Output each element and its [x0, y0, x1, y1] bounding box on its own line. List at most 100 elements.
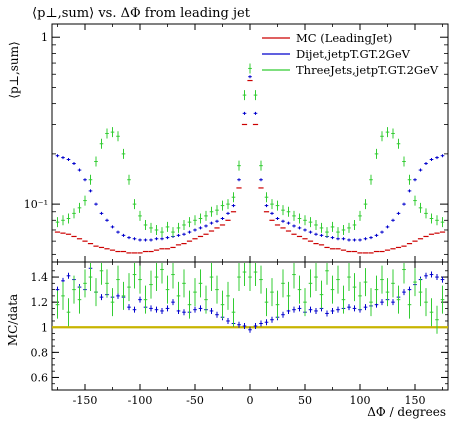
data-point — [374, 233, 379, 237]
ratio-point — [237, 263, 241, 292]
data-point — [66, 158, 71, 162]
data-point — [149, 222, 153, 233]
data-point — [138, 238, 142, 242]
data-point — [407, 174, 412, 185]
ratio-point — [193, 306, 197, 313]
ratio-point — [391, 299, 395, 306]
ratio-point — [116, 292, 120, 299]
ratio-point — [66, 272, 71, 279]
ratio-point — [149, 270, 153, 299]
data-point — [176, 222, 181, 233]
data-point — [121, 148, 126, 159]
ratio-point — [352, 273, 357, 302]
data-point — [77, 202, 82, 213]
ratio-point — [209, 307, 214, 314]
data-point — [165, 236, 170, 240]
ratio-point — [198, 305, 203, 312]
ratio-point — [121, 281, 126, 310]
ratio-data-series — [55, 263, 445, 334]
data-point — [88, 174, 93, 185]
data-point — [440, 217, 445, 228]
x-tick-label: 50 — [298, 394, 312, 407]
ratio-point — [182, 269, 186, 298]
data-point — [363, 199, 368, 210]
main-y-tick-label: 1 — [41, 31, 48, 44]
ratio-point — [308, 269, 313, 298]
data-point — [187, 217, 192, 228]
data-point — [424, 162, 428, 166]
main-axis-ticks: 1 10⁻¹ — [24, 24, 448, 262]
ratio-point — [55, 290, 60, 319]
data-point — [143, 219, 148, 230]
data-point — [270, 199, 274, 210]
ratio-point — [314, 307, 318, 314]
data-point — [242, 90, 247, 101]
ratio-point — [105, 269, 109, 298]
data-point — [347, 238, 351, 242]
data-point — [435, 215, 439, 226]
ratio-point — [226, 317, 230, 324]
ratio-point — [204, 285, 208, 314]
data-point — [215, 205, 219, 216]
data-point — [110, 127, 115, 138]
data-point — [116, 230, 120, 234]
data-point — [105, 218, 109, 222]
ratio-point — [292, 306, 296, 313]
ratio-point — [193, 278, 197, 307]
data-point — [396, 211, 401, 215]
data-point — [231, 204, 236, 208]
data-point — [281, 219, 285, 223]
ratio-point — [132, 263, 137, 289]
ratio-point — [231, 298, 236, 327]
ratio-point — [440, 276, 445, 283]
data-point — [220, 200, 225, 211]
data-point — [407, 189, 412, 193]
ratio-point — [143, 285, 148, 314]
data-point — [198, 226, 203, 230]
data-point — [303, 215, 307, 226]
ratio-point — [110, 288, 115, 317]
data-point — [292, 224, 296, 228]
data-point — [259, 160, 263, 171]
data-point — [308, 217, 313, 228]
data-point — [209, 206, 214, 217]
data-point — [391, 128, 395, 139]
data-point — [391, 218, 395, 222]
ratio-point — [61, 281, 65, 310]
data-point — [341, 237, 346, 241]
data-point — [336, 237, 340, 241]
ratio-point — [138, 296, 142, 303]
ratio-point — [253, 323, 258, 329]
data-point — [242, 111, 247, 115]
ratio-point — [358, 281, 362, 310]
ratio-point — [270, 278, 274, 307]
data-point — [127, 236, 131, 240]
ratio-point — [83, 269, 87, 298]
data-point — [121, 233, 126, 237]
data-point — [418, 168, 423, 172]
data-point — [66, 213, 71, 224]
ratio-point — [171, 263, 175, 289]
data-point — [138, 210, 142, 221]
data-point — [347, 222, 351, 233]
ratio-point — [198, 269, 203, 298]
data-point — [132, 199, 137, 210]
data-point — [319, 233, 324, 237]
data-point — [198, 213, 203, 224]
ratio-point — [138, 265, 142, 294]
data-point — [396, 138, 401, 149]
data-point — [149, 238, 153, 242]
data-point — [99, 211, 104, 215]
x-axis-label: ΔΦ / degrees — [367, 405, 446, 419]
data-point — [281, 205, 285, 216]
ratio-point — [418, 278, 423, 307]
ratio-point — [226, 281, 230, 310]
ratio-point — [77, 285, 82, 314]
data-point — [88, 189, 93, 193]
ratio-point — [94, 278, 98, 307]
x-tick-label: -100 — [128, 394, 153, 407]
ratio-point — [325, 263, 329, 285]
data-point — [275, 217, 280, 221]
ratio-y-tick-label: 1.4 — [31, 271, 49, 284]
series-mc — [54, 79, 446, 254]
